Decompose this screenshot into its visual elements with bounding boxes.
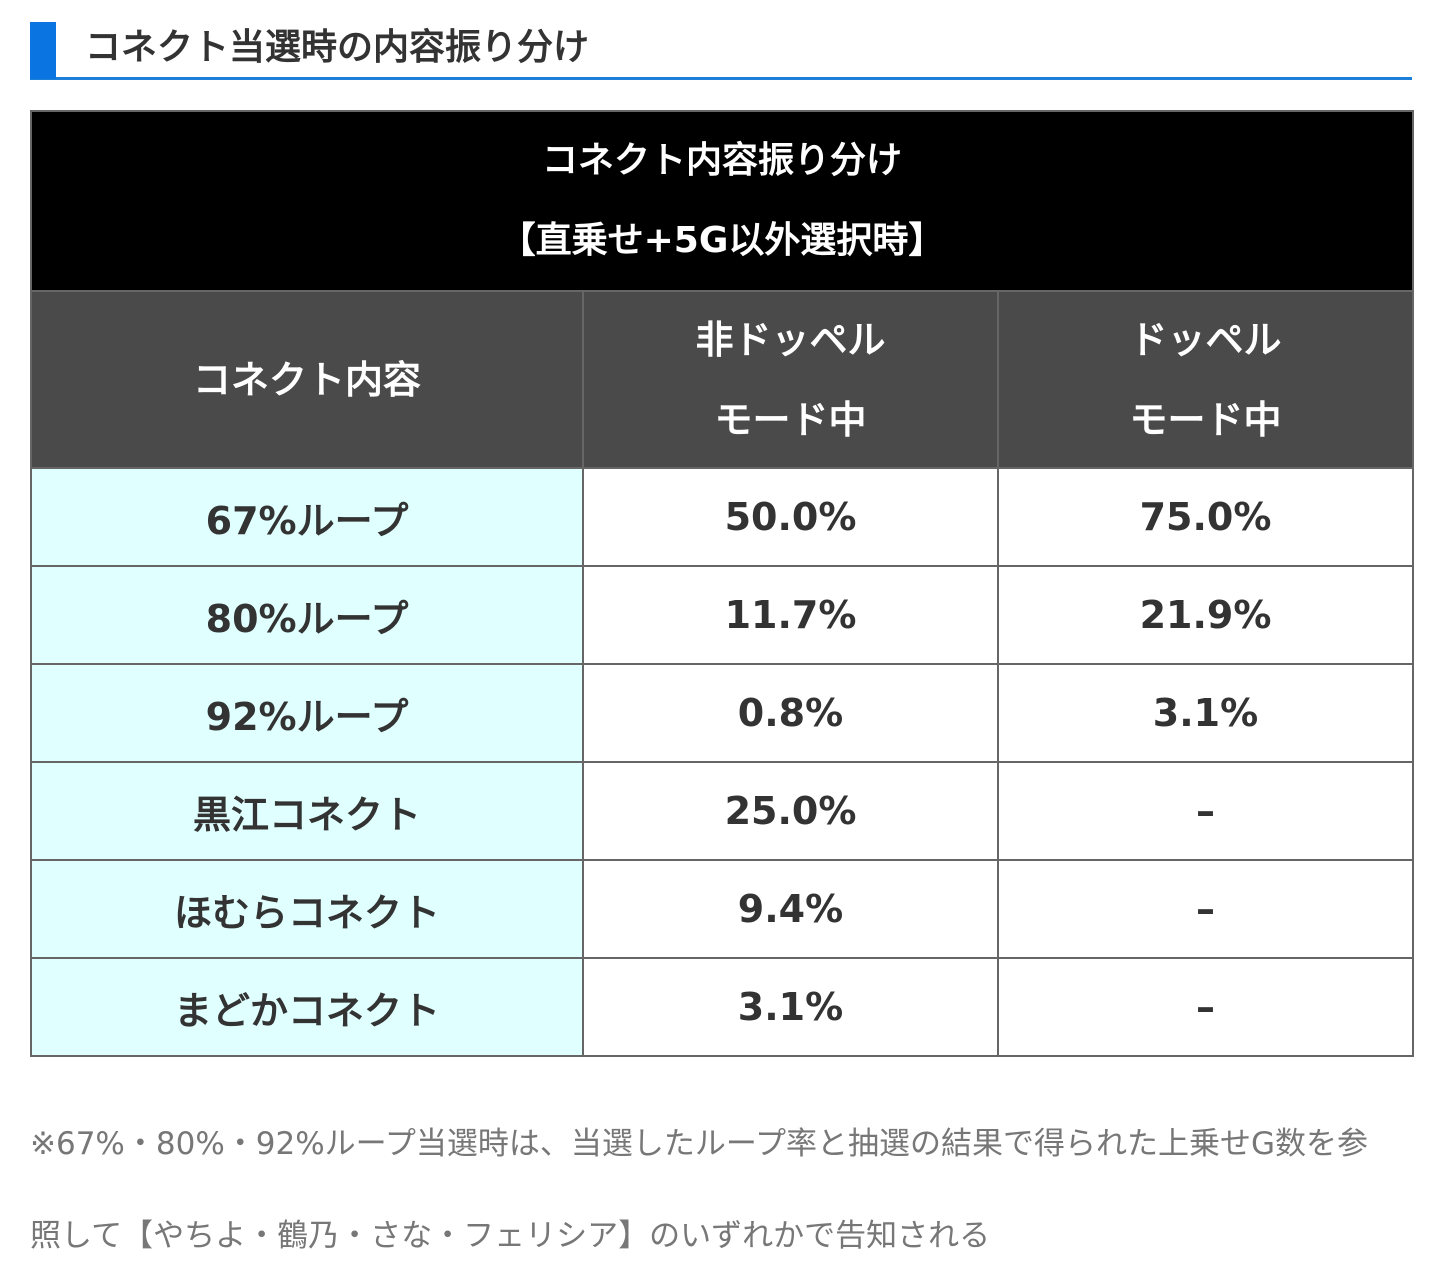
heading-accent-bar — [30, 22, 56, 79]
row-label: 80%ループ — [30, 565, 584, 665]
doppel-value: – — [997, 957, 1414, 1057]
non-doppel-value: 50.0% — [582, 467, 999, 567]
section-heading: コネクト当選時の内容振り分け — [30, 18, 1412, 80]
table-row: 80%ループ 11.7% 21.9% — [30, 565, 1414, 665]
row-label: 67%ループ — [30, 467, 584, 567]
table-row: まどかコネクト 3.1% – — [30, 957, 1414, 1057]
table-row: ほむらコネクト 9.4% – — [30, 859, 1414, 959]
table-title: コネクト内容振り分け 【直乗せ+5G以外選択時】 — [30, 110, 1414, 292]
non-doppel-value: 0.8% — [582, 663, 999, 763]
header-connect-content-label: コネクト内容 — [192, 357, 421, 402]
header-non-doppel-line2: モード中 — [714, 397, 867, 442]
non-doppel-value: 9.4% — [582, 859, 999, 959]
header-doppel: ドッペル モード中 — [997, 290, 1414, 469]
doppel-value: – — [997, 859, 1414, 959]
row-label: ほむらコネクト — [30, 859, 584, 959]
table-title-row: コネクト内容振り分け 【直乗せ+5G以外選択時】 — [30, 110, 1414, 292]
doppel-value: 3.1% — [997, 663, 1414, 763]
table-title-line2: 【直乗せ+5G以外選択時】 — [499, 220, 945, 261]
doppel-value: – — [997, 761, 1414, 861]
table-row: 67%ループ 50.0% 75.0% — [30, 467, 1414, 567]
table-header-row: コネクト内容 非ドッペル モード中 ドッペル モード中 — [30, 290, 1414, 469]
header-non-doppel: 非ドッペル モード中 — [582, 290, 999, 469]
footnote-line1: ※67%・80%・92%ループ当選時は、当選したループ率と抽選の結果で得られた上… — [30, 1126, 1368, 1162]
header-doppel-line2: モード中 — [1129, 397, 1282, 442]
table-title-line1: コネクト内容振り分け — [541, 140, 902, 181]
connect-distribution-table: コネクト内容振り分け 【直乗せ+5G以外選択時】 コネクト内容 非ドッペル モー… — [30, 110, 1414, 1057]
table-row: 92%ループ 0.8% 3.1% — [30, 663, 1414, 763]
header-connect-content: コネクト内容 — [30, 290, 584, 469]
doppel-value: 21.9% — [997, 565, 1414, 665]
doppel-value: 75.0% — [997, 467, 1414, 567]
non-doppel-value: 3.1% — [582, 957, 999, 1057]
row-label: 黒江コネクト — [30, 761, 584, 861]
non-doppel-value: 25.0% — [582, 761, 999, 861]
non-doppel-value: 11.7% — [582, 565, 999, 665]
header-non-doppel-line1: 非ドッペル — [695, 317, 886, 362]
heading-title: コネクト当選時の内容振り分け — [85, 27, 590, 68]
footnote: ※67%・80%・92%ループ当選時は、当選したループ率と抽選の結果で得られた上… — [30, 1098, 1412, 1282]
row-label: まどかコネクト — [30, 957, 584, 1057]
row-label: 92%ループ — [30, 663, 584, 763]
footnote-line2: 照して【やちよ・鶴乃・さな・フェリシア】のいずれかで告知される — [30, 1218, 991, 1254]
table-row: 黒江コネクト 25.0% – — [30, 761, 1414, 861]
header-doppel-line1: ドッペル — [1129, 317, 1282, 362]
